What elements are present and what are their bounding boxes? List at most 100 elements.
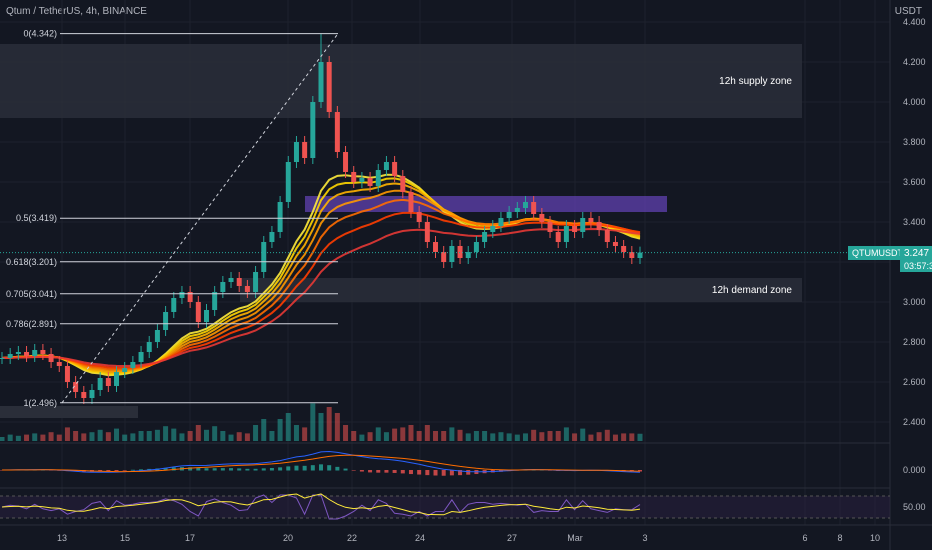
last-price: 3.247 (900, 246, 932, 261)
candle-body (261, 242, 267, 272)
volume-bar (555, 431, 561, 441)
candle-body (179, 292, 185, 298)
candle-body (130, 362, 136, 368)
candle-body (228, 278, 234, 282)
candle-body (40, 350, 46, 354)
candle-body (220, 282, 226, 292)
volume-bar (514, 434, 520, 441)
time-axis[interactable]: 13 15 17 20 22 24 27 Mar 3 6 8 10 (57, 533, 880, 543)
volume-bar (465, 433, 471, 441)
candles (0, 34, 890, 404)
macd-hist-bar (400, 470, 405, 474)
candle-body (563, 226, 569, 242)
rsi-axis-label: 50.00 (903, 502, 926, 512)
macd-hist-bar (408, 470, 413, 475)
volume-bar (482, 431, 488, 441)
volume-bar (416, 431, 422, 441)
volume-bar (629, 433, 635, 441)
price-tick-label: 2.800 (903, 337, 926, 347)
last-price-tag: QTUMUSDT 3.247 03:57:36 (848, 246, 932, 272)
volume-bar (203, 429, 209, 441)
volume-bar (195, 425, 201, 441)
candle-body (253, 272, 259, 292)
price-tick-label: 3.800 (903, 137, 926, 147)
candle-body (73, 382, 79, 392)
price-axis[interactable]: 4.4004.2004.0003.8003.6003.4003.2003.000… (903, 17, 926, 427)
macd-hist-bar (376, 470, 381, 473)
fib-label: 0.786(2.891) (6, 319, 57, 329)
candle-body (416, 212, 422, 222)
candle-body (122, 368, 128, 372)
candle-body (187, 292, 193, 302)
time-tick-label: 17 (185, 533, 195, 543)
candle-body (367, 178, 373, 186)
price-tick-label: 4.400 (903, 17, 926, 27)
rsi-line (1, 494, 641, 520)
candle-body (506, 212, 512, 218)
volume-bar (580, 428, 586, 441)
volume-bar (73, 431, 79, 441)
price-tick-label: 4.200 (903, 57, 926, 67)
volume-bar (506, 433, 512, 441)
candle-body (408, 192, 414, 212)
candle-body (547, 222, 553, 232)
time-tick-label: 10 (870, 533, 880, 543)
candle-body (588, 218, 594, 222)
volume-bar (277, 419, 283, 441)
zone-label: 12h demand zone (712, 285, 793, 296)
volume-bar (400, 427, 406, 441)
candle-body (302, 142, 308, 158)
zone-box (240, 278, 802, 302)
bar-countdown: 03:57:36 (900, 260, 932, 272)
candle-body (621, 246, 627, 252)
candle-body (269, 232, 275, 242)
candle-body (0, 358, 5, 359)
rsi-panel: 50.00 (0, 493, 926, 520)
macd-hist-bar (130, 469, 135, 471)
volume-bar (367, 432, 373, 441)
volume-bar (588, 434, 594, 441)
time-tick-label: 6 (802, 533, 807, 543)
candle-body (163, 312, 169, 330)
candle-body (7, 354, 13, 358)
candle-body (433, 242, 439, 252)
ema-line (1, 211, 641, 369)
candle-body (203, 310, 209, 322)
macd-hist-bar (302, 465, 307, 471)
macd-hist-bar (196, 467, 201, 471)
candle-body (465, 252, 471, 258)
macd-axis-label: 0.000 (903, 465, 926, 475)
candle-body (375, 170, 381, 186)
candle-body (498, 218, 504, 226)
candle-body (604, 230, 610, 242)
volume-bar (56, 434, 62, 441)
candle-body (572, 226, 578, 232)
candle-body (580, 218, 586, 232)
candle-body (105, 378, 111, 386)
price-tick-label: 2.400 (903, 417, 926, 427)
zone-label: 12h supply zone (719, 76, 792, 87)
candle-body (195, 302, 201, 322)
price-tick-label: 3.400 (903, 217, 926, 227)
volume-bar (228, 434, 234, 441)
volume-bar (32, 433, 38, 441)
candle-body (514, 208, 520, 212)
candle-body (171, 298, 177, 312)
candle-body (244, 286, 250, 292)
volume-bar (441, 431, 447, 441)
volume-bar (449, 427, 455, 441)
price-tick-label: 4.000 (903, 97, 926, 107)
volume-bar (64, 427, 70, 441)
volume-bar (89, 432, 95, 441)
price-tick-label: 3.000 (903, 297, 926, 307)
candle-body (32, 350, 38, 356)
fib-levels: 0(4.342) 0.5(3.419) 0.618(3.201) 0.705(3.04… (6, 29, 339, 408)
volume-bar (81, 433, 87, 441)
volume-bar (40, 434, 46, 441)
volume-bar (375, 427, 381, 441)
resistance-box (305, 196, 667, 212)
macd-hist-bar (466, 470, 471, 475)
candle-body (522, 202, 528, 208)
macd-hist-bar (294, 465, 299, 471)
